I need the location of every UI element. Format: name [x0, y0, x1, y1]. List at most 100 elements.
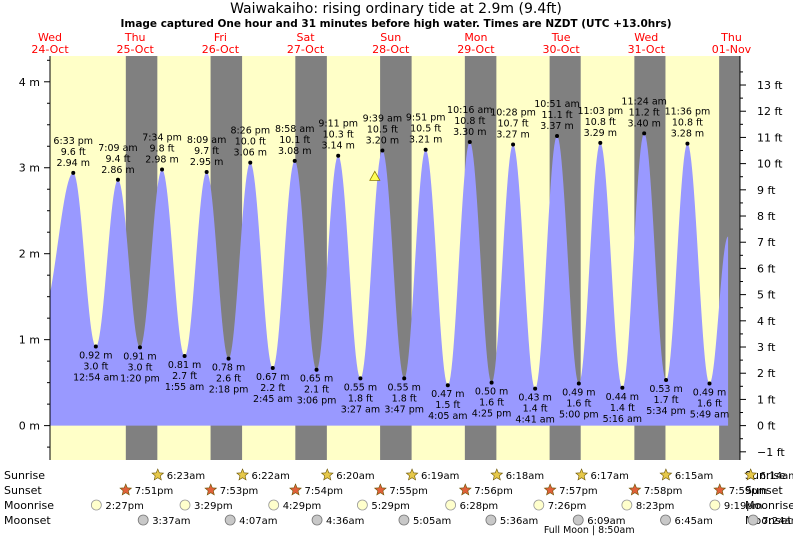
high-tide-metres: 2.94 m — [57, 158, 90, 169]
moonset-moon-icon — [398, 514, 410, 526]
high-tide-time: 10:28 pm — [490, 108, 536, 119]
high-tide-feet: 11.2 ft — [629, 107, 660, 118]
high-tide-feet: 9.7 ft — [194, 146, 219, 157]
high-tide-time: 6:33 pm — [53, 136, 93, 147]
high-tide-dot — [555, 133, 560, 138]
low-tide-dot — [445, 383, 450, 388]
sunset-time: 7:54pm — [305, 486, 344, 497]
high-tide-dot — [115, 177, 120, 182]
row-label-sunset-right: Sunset — [745, 484, 783, 497]
high-tide-dot — [511, 142, 516, 147]
left-tick-label: 1 m — [19, 334, 40, 347]
low-tide-feet: 1.7 ft — [654, 395, 679, 406]
sunset-time: 7:58pm — [644, 486, 683, 497]
low-tide-metres: 0.47 m — [431, 389, 464, 400]
low-tide-feet: 3.0 ft — [127, 362, 152, 373]
right-tick-label: 0 ft — [757, 420, 776, 433]
low-tide-metres: 0.65 m — [300, 374, 333, 385]
low-tide-feet: 1.5 ft — [435, 400, 460, 411]
high-tide-metres: 2.86 m — [101, 165, 134, 176]
moonset-time: 5:36am — [500, 516, 538, 527]
day-weekday: Thu — [124, 31, 146, 44]
low-tide-dot — [620, 385, 625, 390]
low-tide-time: 3:27 am — [341, 404, 380, 415]
right-tick-label: 4 ft — [757, 315, 776, 328]
low-tide-feet: 1.4 ft — [523, 404, 548, 415]
row-label-moonset-left: Moonset — [4, 514, 51, 527]
right-tick-label: 3 ft — [757, 341, 776, 354]
astro-rows: Sunrise Sunrise Sunset Sunset Moonrise Moonri… — [4, 468, 793, 536]
left-tick-label: 0 m — [19, 420, 40, 433]
high-tide-metres: 3.08 m — [278, 146, 311, 157]
high-tide-time: 11:36 pm — [665, 107, 711, 118]
moon-phase-label: Full Moon | 8:50am — [544, 525, 635, 536]
moonrise-moon-icon — [445, 499, 457, 511]
moonrise-moon-icon — [268, 499, 280, 511]
low-tide-metres: 0.91 m — [123, 351, 156, 362]
low-tide-dot — [226, 356, 231, 361]
moonrise-moon-icon — [356, 499, 368, 511]
sunset-star-icon — [373, 483, 387, 496]
day-date: 01-Nov — [712, 43, 752, 56]
low-tide-feet: 1.6 ft — [566, 398, 591, 409]
high-tide-time: 10:16 am — [447, 105, 492, 116]
right-tick-label: 9 ft — [757, 184, 776, 197]
sunrise-time: 6:18am — [506, 471, 544, 482]
low-tide-dot — [489, 380, 494, 385]
high-tide-feet: 10.1 ft — [279, 135, 310, 146]
day-date: 31-Oct — [628, 43, 666, 56]
high-tide-dot — [71, 170, 76, 175]
moonset-moon-icon — [137, 514, 149, 526]
moonset-time: 6:45am — [675, 516, 713, 527]
low-tide-dot — [270, 366, 275, 371]
low-tide-metres: 0.78 m — [212, 363, 245, 374]
low-tide-dot — [576, 381, 581, 386]
low-tide-feet: 1.6 ft — [697, 398, 722, 409]
high-tide-dot — [380, 148, 385, 153]
sunrise-star-icon — [575, 468, 589, 481]
high-tide-dot — [204, 170, 209, 175]
tide-water-area — [50, 133, 729, 426]
day-date: 30-Oct — [542, 43, 580, 56]
chart-header: Waiwakaiho: rising ordinary tide at 2.9m… — [120, 1, 671, 30]
sunrise-star-icon — [151, 468, 165, 481]
low-tide-time: 4:25 pm — [472, 409, 512, 420]
right-tick-label: 6 ft — [757, 262, 776, 275]
high-tide-dot — [467, 139, 472, 144]
right-tick-label: 10 ft — [757, 158, 783, 171]
low-tide-feet: 2.1 ft — [304, 385, 329, 396]
chart-subtitle: Image captured One hour and 31 minutes b… — [120, 18, 671, 30]
row-label-sunrise-left: Sunrise — [4, 469, 45, 482]
low-tide-time: 4:41 am — [515, 415, 554, 426]
sunrise-star-icon — [744, 468, 758, 481]
right-tick-label: 12 ft — [757, 105, 783, 118]
low-tide-dot — [93, 344, 98, 349]
moonset-time: 5:05am — [413, 516, 451, 527]
high-tide-time: 9:11 pm — [318, 119, 358, 130]
day-weekday: Fri — [214, 31, 227, 44]
moonrise-moon-icon — [533, 499, 545, 511]
low-tide-metres: 0.44 m — [606, 392, 639, 403]
low-tide-time: 1:20 pm — [120, 373, 160, 384]
row-label-sunset-left: Sunset — [4, 484, 42, 497]
high-tide-dot — [248, 160, 253, 165]
low-tide-feet: 2.2 ft — [260, 383, 285, 394]
high-tide-metres: 3.14 m — [321, 141, 354, 152]
low-tide-metres: 0.49 m — [562, 387, 595, 398]
high-tide-feet: 10.8 ft — [454, 116, 485, 127]
moonrise-moon-icon — [709, 499, 721, 511]
day-weekday: Wed — [634, 31, 658, 44]
sunset-time: 7:59pm — [729, 486, 768, 497]
high-tide-feet: 10.8 ft — [672, 118, 703, 129]
moonrise-moon-icon — [179, 499, 191, 511]
moonset-time: 4:07am — [239, 516, 277, 527]
moonrise-moon-icon — [90, 499, 102, 511]
low-tide-dot — [664, 378, 669, 383]
day-headers: Wed24-OctThu25-OctFri26-OctSat27-OctSun2… — [31, 31, 751, 56]
sunrise-star-icon — [236, 468, 249, 481]
low-tide-metres: 0.81 m — [168, 360, 201, 371]
low-tide-feet: 2.7 ft — [172, 371, 197, 382]
low-tide-time: 5:34 pm — [646, 406, 686, 417]
high-tide-feet: 10.7 ft — [498, 119, 529, 130]
